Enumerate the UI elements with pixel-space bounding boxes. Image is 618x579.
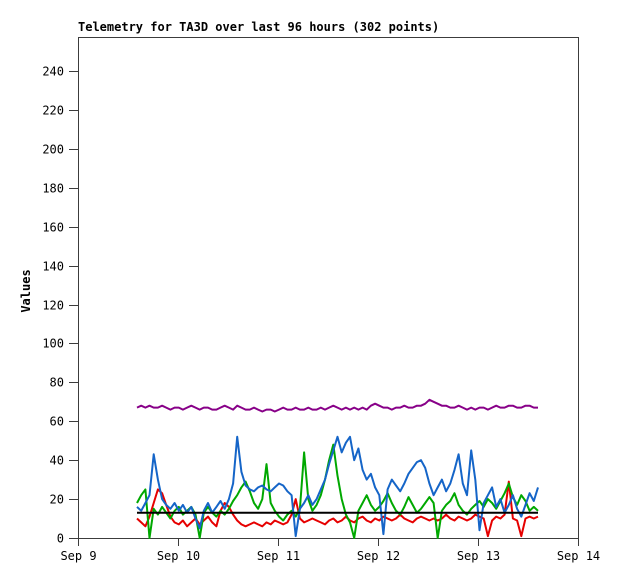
x-tick-label: Sep 9 <box>60 549 96 563</box>
y-tick-label: 220 <box>42 104 64 118</box>
y-tick-label: 80 <box>50 376 64 390</box>
x-tick-label: Sep 14 <box>557 549 600 563</box>
blue-line <box>136 435 539 538</box>
chart-title: Telemetry for TA3D over last 96 hours (3… <box>78 20 440 34</box>
red-line <box>136 480 539 538</box>
y-tick-label: 40 <box>50 454 64 468</box>
purple-line <box>136 398 538 413</box>
y-tick-label: 100 <box>42 337 64 351</box>
y-axis-ticks: 0 20 40 60 80 100 120 140 160 180 200 220 240 <box>42 65 78 546</box>
y-tick-label: 240 <box>42 65 64 79</box>
y-tick-label: 160 <box>42 221 64 235</box>
y-tick-label: 20 <box>50 493 64 507</box>
y-tick-label: 180 <box>42 182 64 196</box>
x-tick-label: Sep 13 <box>457 549 500 563</box>
y-tick-label: 200 <box>42 143 64 157</box>
y-tick-label: 120 <box>42 299 64 313</box>
x-tick-label: Sep 12 <box>357 549 400 563</box>
x-tick-label: Sep 10 <box>157 549 200 563</box>
plot-border <box>78 37 579 539</box>
y-tick-label: 140 <box>42 260 64 274</box>
x-axis-ticks: Sep 9 Sep 10 Sep 11 Sep 12 Sep 13 Sep 14 <box>60 538 600 563</box>
y-tick-label: 0 <box>57 532 64 546</box>
y-tick-label: 60 <box>50 415 64 429</box>
x-tick-label: Sep 11 <box>257 549 300 563</box>
